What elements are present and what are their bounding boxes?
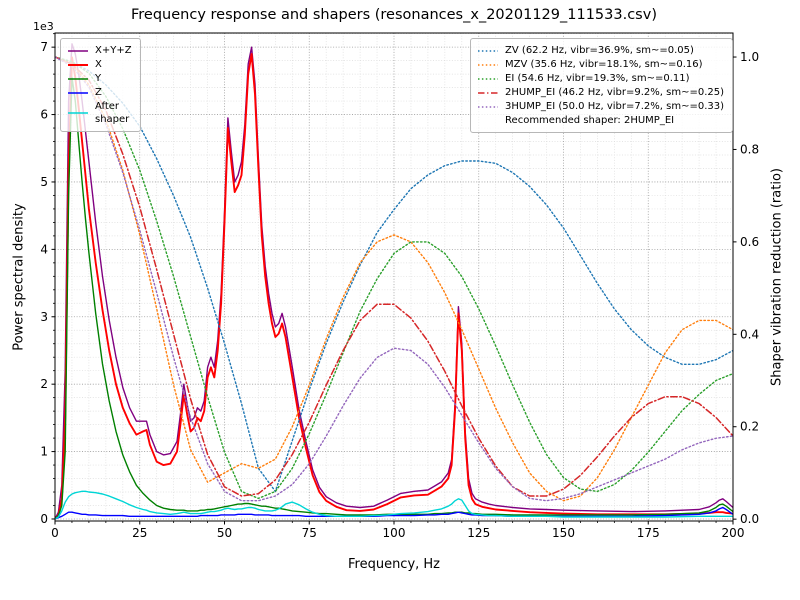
curves: [55, 43, 733, 520]
recommended-shaper-text: Recommended shaper: 2HUMP_EI: [505, 115, 675, 126]
legend-item-recommendation: Recommended shaper: 2HUMP_EI: [477, 114, 724, 127]
series-2hump_ei: [55, 56, 733, 497]
y-line-sample: [67, 74, 89, 84]
x-line-sample: [67, 60, 89, 70]
y-left-tick-label: 0: [40, 512, 48, 526]
legend-label-after-shaper: After shaper: [95, 101, 130, 125]
chart-title: Frequency response and shapers (resonanc…: [131, 7, 657, 23]
x-tick-label: 75: [302, 526, 317, 540]
legend-item-3hump-ei: 3HUMP_EI (50.0 Hz, vibr=7.2%, sm~=0.33): [477, 100, 724, 113]
y-left-tick-label: 2: [40, 377, 48, 391]
legend-item-zv: ZV (62.2 Hz, vibr=36.9%, sm~=0.05): [477, 44, 724, 57]
xyz-line-sample: [67, 46, 89, 56]
y-axis-offset-text: 1e3: [33, 20, 54, 33]
y-left-tick-label: 3: [40, 310, 48, 324]
y-right-tick-label: 1.0: [740, 50, 759, 64]
y-left-tick-label: 7: [40, 40, 48, 54]
series-mzv: [55, 56, 733, 502]
x-tick-label: 125: [467, 526, 490, 540]
legend-label-2hump-ei: 2HUMP_EI (46.2 Hz, vibr=9.2%, sm~=0.25): [505, 87, 724, 98]
mzv-line-sample: [477, 60, 499, 70]
x-tick-label: 150: [552, 526, 575, 540]
y-right-tick-label: 0.4: [740, 327, 759, 341]
tick-marks: [51, 33, 737, 525]
legend-label-mzv: MZV (35.6 Hz, vibr=18.1%, sm~=0.16): [505, 59, 703, 70]
y-right-tick-label: 0.6: [740, 235, 759, 249]
x-tick-label: 25: [132, 526, 147, 540]
y-left-tick-label: 1: [40, 445, 48, 459]
tick-labels: 0 25 50 75 100 125 150 175 200 0 1 2 3 4 5 6 7 0.0 0.2 0.4 0…: [40, 40, 759, 540]
x-tick-label: 0: [51, 526, 59, 540]
2hump-ei-line-sample: [477, 88, 499, 98]
y-left-tick-label: 4: [40, 242, 48, 256]
psd-legend: X+Y+Z X Y Z After shaper: [60, 38, 141, 132]
legend-item-2hump-ei: 2HUMP_EI (46.2 Hz, vibr=9.2%, sm~=0.25): [477, 86, 724, 99]
legend-item-after-shaper: After shaper: [67, 100, 132, 126]
shaper-legend: ZV (62.2 Hz, vibr=36.9%, sm~=0.05) MZV (…: [470, 38, 733, 133]
y-right-tick-label: 0.0: [740, 512, 759, 526]
y-left-tick-label: 5: [40, 175, 48, 189]
x-tick-label: 50: [217, 526, 232, 540]
series-x: [55, 52, 733, 520]
legend-item-mzv: MZV (35.6 Hz, vibr=18.1%, sm~=0.16): [477, 58, 724, 71]
3hump-ei-line-sample: [477, 102, 499, 112]
x-tick-label: 175: [637, 526, 660, 540]
y-axis-label-left: Power spectral density: [11, 203, 27, 351]
y-axis-label-right: Shaper vibration reduction (ratio): [769, 168, 785, 386]
legend-item-x: X: [67, 58, 132, 71]
series-zv: [55, 56, 733, 493]
legend-item-ei: EI (54.6 Hz, vibr=19.3%, sm~=0.11): [477, 72, 724, 85]
legend-label-ei: EI (54.6 Hz, vibr=19.3%, sm~=0.11): [505, 73, 690, 84]
x-tick-label: 100: [383, 526, 406, 540]
z-line-sample: [67, 88, 89, 98]
ei-line-sample: [477, 74, 499, 84]
series-after-shaper: [55, 490, 733, 520]
legend-label-xyz: X+Y+Z: [95, 45, 132, 56]
legend-item-xyz: X+Y+Z: [67, 44, 132, 57]
y-right-tick-label: 0.2: [740, 420, 759, 434]
blank-sample: [477, 116, 499, 126]
y-right-tick-label: 0.8: [740, 142, 759, 156]
x-tick-label: 200: [722, 526, 745, 540]
after-shaper-line-sample: [67, 108, 89, 118]
y-left-tick-label: 6: [40, 108, 48, 122]
legend-label-3hump-ei: 3HUMP_EI (50.0 Hz, vibr=7.2%, sm~=0.33): [505, 101, 724, 112]
legend-label-x: X: [95, 59, 102, 70]
x-axis-label: Frequency, Hz: [347, 557, 441, 572]
legend-label-z: Z: [95, 87, 102, 98]
series-3hump_ei: [55, 56, 733, 502]
series-ei: [55, 56, 733, 500]
legend-label-zv: ZV (62.2 Hz, vibr=36.9%, sm~=0.05): [505, 45, 694, 56]
legend-label-y: Y: [95, 73, 102, 84]
zv-line-sample: [477, 46, 499, 56]
legend-item-y: Y: [67, 72, 132, 85]
legend-item-z: Z: [67, 86, 132, 99]
